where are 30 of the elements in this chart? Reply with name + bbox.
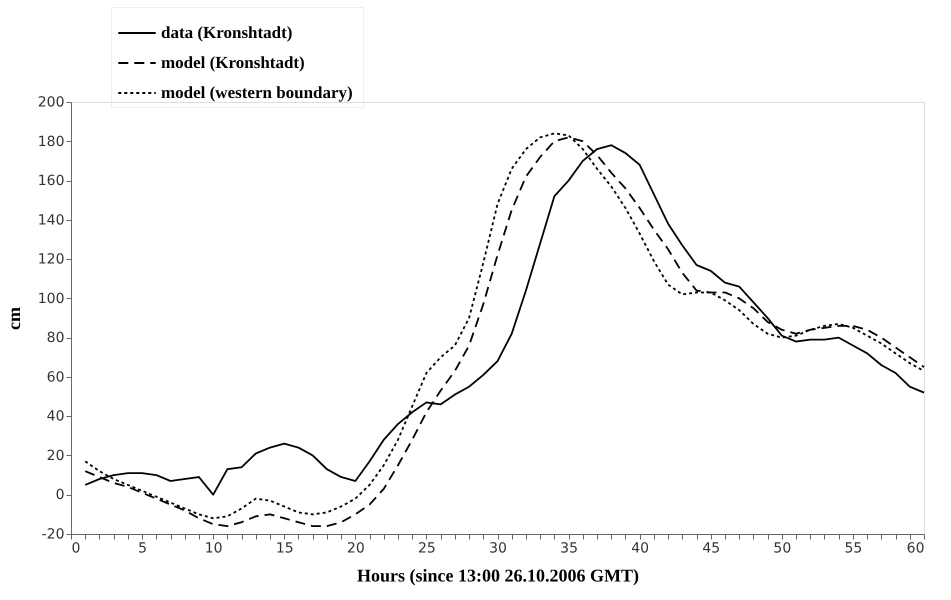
x-tick-label: 10 [204, 540, 223, 556]
y-tick-label: 180 [38, 134, 64, 150]
x-tick-label: 30 [489, 540, 507, 556]
legend-label: model (western boundary) [161, 83, 353, 102]
x-tick-label: 15 [276, 540, 294, 556]
y-tick-label: 100 [38, 290, 64, 307]
x-tick-label: 40 [631, 540, 650, 556]
y-axis-title: cm [4, 307, 24, 330]
y-tick-label: -20 [42, 526, 64, 542]
y-tick-label: 20 [46, 448, 64, 464]
x-tick-label: 35 [560, 540, 578, 556]
x-tick-label: 25 [418, 540, 436, 556]
legend-label: data (Kronshtadt) [161, 23, 292, 42]
x-tick-label: 20 [346, 540, 365, 556]
y-tick-label: 160 [38, 173, 64, 190]
x-tick-label: 5 [138, 540, 148, 556]
y-tick-label: 60 [46, 369, 64, 386]
y-tick-label: 200 [38, 94, 64, 110]
legend-label: model (Kronshtadt) [161, 53, 305, 72]
y-tick-label: 80 [46, 330, 64, 346]
y-tick-label: 120 [38, 252, 64, 268]
x-tick-label: 50 [773, 540, 792, 556]
x-tick-label: 45 [702, 540, 720, 556]
x-axis-title: Hours (since 13:00 26.10.2006 GMT) [357, 566, 639, 586]
x-tick-label: 55 [844, 540, 862, 556]
y-tick-label: 140 [38, 212, 64, 228]
y-tick-label: 40 [46, 408, 64, 425]
y-tick-label: 0 [56, 487, 64, 504]
x-tick-label: 60 [906, 540, 924, 556]
x-tick-label: 0 [72, 540, 80, 556]
